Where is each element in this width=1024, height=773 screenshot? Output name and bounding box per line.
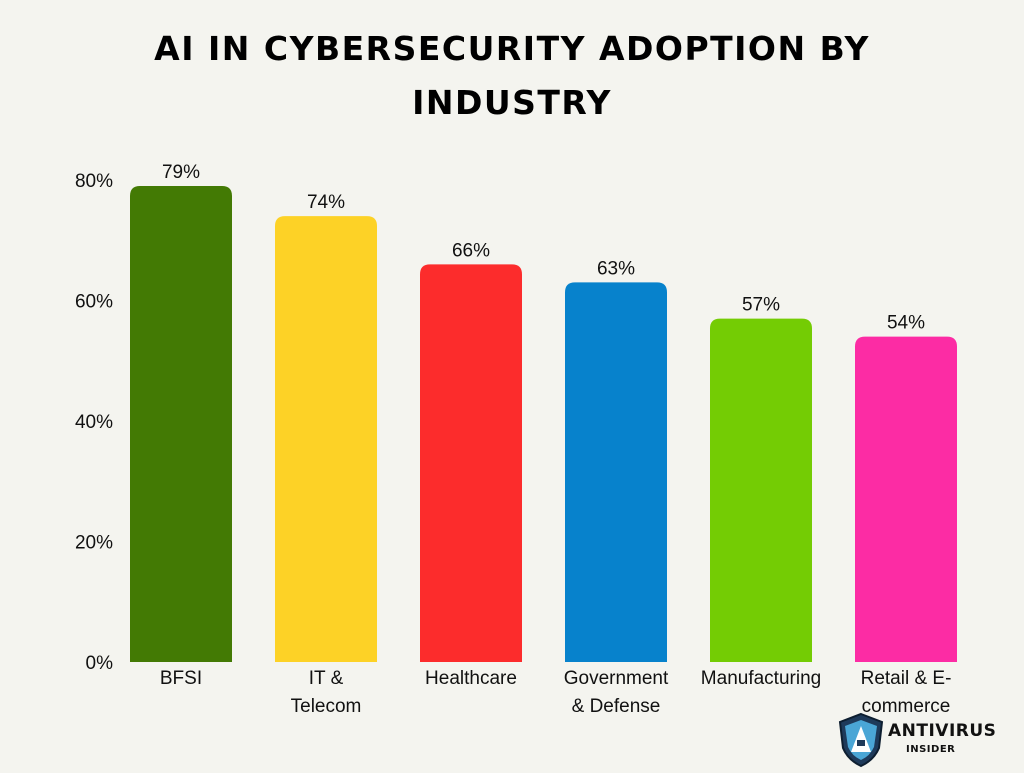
- y-tick-label: 60%: [75, 292, 113, 313]
- y-tick-label: 80%: [75, 171, 113, 192]
- category-label: Telecom: [291, 696, 362, 717]
- data-label: 63%: [597, 258, 635, 279]
- y-tick-label: 0%: [86, 653, 114, 674]
- shield-icon: [838, 712, 884, 768]
- category-label: Healthcare: [425, 668, 517, 689]
- y-tick-label: 40%: [75, 412, 113, 433]
- category-label: commerce: [862, 696, 951, 717]
- bar: [275, 216, 377, 662]
- bar: [855, 336, 957, 662]
- bar: [565, 282, 667, 662]
- data-label: 66%: [452, 240, 490, 261]
- data-label: 79%: [162, 162, 200, 183]
- antivirus-insider-logo: ANTIVIRUS INSIDER: [836, 712, 996, 768]
- logo-brand: ANTIVIRUS: [888, 721, 997, 741]
- category-label: Retail & E-: [861, 668, 952, 689]
- data-label: 54%: [887, 313, 925, 334]
- category-label: Government: [564, 668, 669, 689]
- bar: [710, 318, 812, 662]
- bar: [130, 186, 232, 662]
- category-label: BFSI: [160, 668, 202, 689]
- chart-title: AI IN CYBERSECURITY ADOPTION BY INDUSTRY: [154, 29, 870, 122]
- data-label: 57%: [742, 295, 780, 316]
- data-label: 74%: [307, 192, 345, 213]
- bar: [420, 264, 522, 662]
- category-label: IT &: [309, 668, 344, 689]
- category-label: & Defense: [572, 696, 661, 717]
- y-tick-label: 20%: [75, 533, 113, 554]
- logo-sub: INSIDER: [906, 744, 956, 755]
- category-label: Manufacturing: [701, 668, 821, 689]
